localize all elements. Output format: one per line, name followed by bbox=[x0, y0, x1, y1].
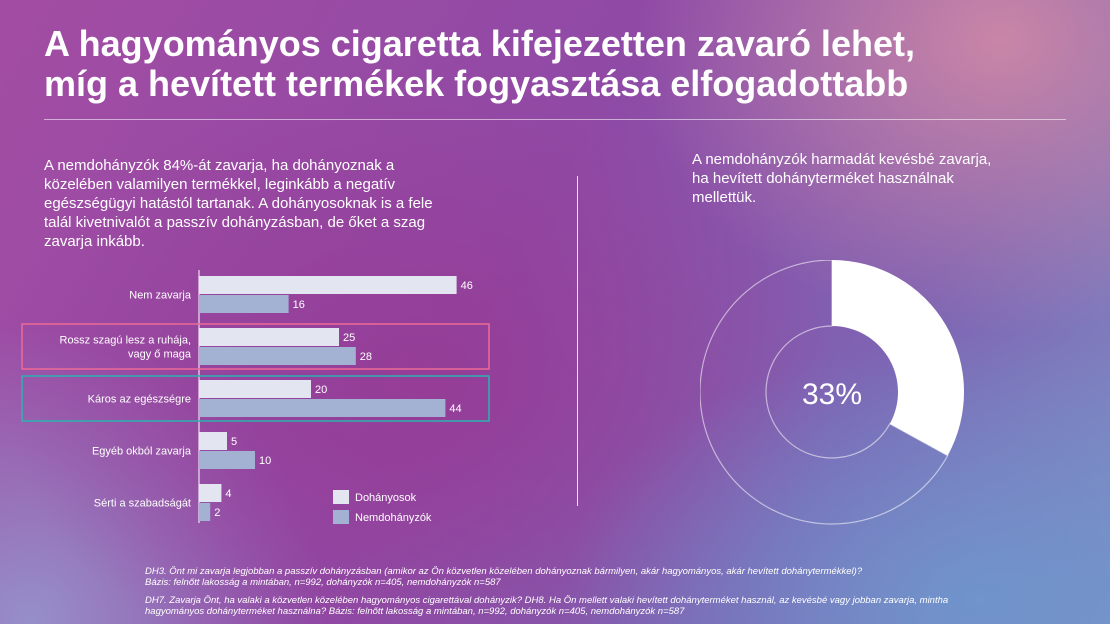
bar bbox=[199, 380, 311, 398]
data-label: 4 bbox=[225, 488, 231, 500]
category-label: Rossz szagú lesz a ruhája, bbox=[60, 335, 191, 347]
page-title: A hagyományos cigaretta kifejezetten zav… bbox=[44, 24, 1084, 104]
title-line-2: míg a hevített termékek fogyasztása elfo… bbox=[44, 63, 909, 104]
bar bbox=[199, 347, 356, 365]
data-label: 16 bbox=[293, 299, 305, 311]
title-line-1: A hagyományos cigaretta kifejezetten zav… bbox=[44, 23, 915, 64]
category-label: vagy ő maga bbox=[128, 349, 192, 361]
highlight-box bbox=[21, 323, 490, 370]
donut-center-label: 33% bbox=[802, 378, 862, 411]
data-label: 28 bbox=[360, 351, 372, 363]
bar bbox=[199, 451, 255, 469]
data-label: 20 bbox=[315, 384, 327, 396]
category-label: Káros az egészségre bbox=[88, 394, 191, 406]
data-label: 5 bbox=[231, 436, 237, 448]
data-label: 25 bbox=[343, 332, 355, 344]
bar bbox=[199, 484, 222, 502]
bar bbox=[199, 295, 289, 313]
legend-label: Nemdohányzók bbox=[355, 512, 432, 524]
data-label: 46 bbox=[461, 280, 473, 292]
footnote-base-dh3: Bázis: felnőtt lakosság a mintában, n=99… bbox=[145, 577, 501, 588]
footnote-question-dh7-line1: DH7. Zavarja Önt, ha valaki a közvetlen … bbox=[145, 595, 949, 606]
bar bbox=[199, 432, 227, 450]
bar bbox=[199, 503, 211, 521]
title-divider bbox=[44, 119, 1066, 120]
bar bbox=[199, 399, 446, 417]
legend-swatch bbox=[333, 490, 349, 504]
left-summary-text: A nemdohányzók 84%-át zavarja, ha dohány… bbox=[44, 157, 433, 250]
footnotes: DH3. Önt mi zavarja legjobban a passzív … bbox=[145, 566, 975, 617]
footnote-question-dh7-line2: hagyományos dohányterméket használna? Bá… bbox=[145, 606, 685, 617]
category-label: Egyéb okból zavarja bbox=[92, 446, 192, 458]
data-label: 2 bbox=[214, 507, 220, 519]
legend-swatch bbox=[333, 510, 349, 524]
highlight-box bbox=[21, 375, 490, 422]
legend-label: Dohányosok bbox=[355, 492, 417, 504]
donut-chart: 33% bbox=[700, 260, 965, 525]
donut-slice bbox=[700, 260, 949, 525]
bar bbox=[199, 328, 339, 346]
data-label: 10 bbox=[259, 455, 271, 467]
column-divider bbox=[577, 176, 578, 506]
bar bbox=[199, 276, 457, 294]
footnote-question-dh3: DH3. Önt mi zavarja legjobban a passzív … bbox=[145, 566, 863, 577]
data-label: 44 bbox=[449, 403, 461, 415]
donut-slice bbox=[832, 260, 965, 456]
bar-chart: Nem zavarja 46 16 Rossz szagú lesz a ruhája… bbox=[21, 270, 490, 524]
category-label: Nem zavarja bbox=[129, 290, 192, 302]
category-label: Sérti a szabadságát bbox=[94, 498, 191, 510]
right-summary-text: A nemdohányzók harmadát kevésbé zavarja,… bbox=[692, 151, 992, 206]
